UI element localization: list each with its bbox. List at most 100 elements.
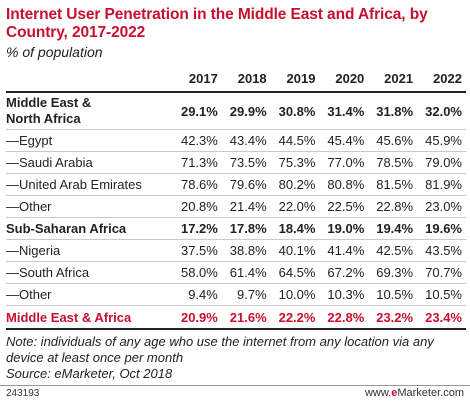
table-body: Middle East & North Africa 29.1% 29.9% 30.8%… <box>6 92 466 330</box>
row-label: —Other <box>6 283 174 306</box>
cell-value: 10.5% <box>368 283 418 306</box>
cell-value: 9.7% <box>221 283 271 306</box>
column-header-2017: 2017 <box>173 65 222 93</box>
cell-value: 78.5% <box>368 151 418 174</box>
cell-value: 23.0% <box>417 195 466 218</box>
brand-link[interactable]: www.eMarketer.com <box>365 387 464 399</box>
column-header-2018: 2018 <box>221 65 271 93</box>
cell-value: 43.4% <box>221 129 271 152</box>
table-row: Sub-Saharan Africa 17.2% 17.8% 18.4% 19.0% 19… <box>6 217 466 240</box>
chart-id: 243193 <box>6 388 40 399</box>
cell-value: 81.9% <box>417 173 466 196</box>
row-label: Middle East & Africa <box>6 305 174 330</box>
column-header-2022: 2022 <box>417 65 466 93</box>
table-row: Middle East & Africa 20.9% 21.6% 22.2% 22.8%… <box>6 305 466 330</box>
cell-value: 23.2% <box>368 305 418 330</box>
cell-value: 20.9% <box>173 305 222 330</box>
cell-value: 41.4% <box>319 239 369 262</box>
row-label: —Saudi Arabia <box>6 151 174 174</box>
row-label: Sub-Saharan Africa <box>6 217 174 240</box>
cell-value: 67.2% <box>319 261 369 284</box>
cell-value: 29.1% <box>173 92 222 130</box>
brand-e: e <box>391 387 398 399</box>
row-label: —South Africa <box>6 261 174 284</box>
cell-value: 22.8% <box>368 195 418 218</box>
table-row: —United Arab Emirates 78.6% 79.6% 80.2% 80.8… <box>6 173 466 196</box>
cell-value: 19.6% <box>417 217 466 240</box>
column-header-2021: 2021 <box>368 65 418 93</box>
row-label: —Egypt <box>6 129 174 152</box>
table-row: —Other 20.8% 21.4% 22.0% 22.5% 22.8% 23.0% <box>6 195 466 218</box>
row-label: —United Arab Emirates <box>6 173 174 196</box>
cell-value: 80.2% <box>270 173 320 196</box>
cell-value: 79.6% <box>221 173 271 196</box>
cell-value: 22.5% <box>319 195 369 218</box>
row-label: Middle East & North Africa <box>6 92 174 130</box>
header-label-cell <box>6 65 174 93</box>
cell-value: 64.5% <box>270 261 320 284</box>
source-line: Source: eMarketer, Oct 2018 <box>6 366 173 381</box>
cell-value: 44.5% <box>270 129 320 152</box>
cell-value: 45.4% <box>319 129 369 152</box>
table-row: —Saudi Arabia 71.3% 73.5% 75.3% 77.0% 78.5% 79… <box>6 151 466 174</box>
cell-value: 22.8% <box>319 305 369 330</box>
cell-value: 10.3% <box>319 283 369 306</box>
cell-value: 61.4% <box>221 261 271 284</box>
cell-value: 42.3% <box>173 129 222 152</box>
cell-value: 18.4% <box>270 217 320 240</box>
note-line: Note: individuals of any age who use the… <box>6 334 434 365</box>
cell-value: 31.8% <box>368 92 418 130</box>
data-table: 2017 2018 2019 2020 2021 2022 Middle East & No… <box>6 65 466 330</box>
brand-prefix: www. <box>364 387 392 399</box>
chart-subtitle: % of population <box>6 44 103 60</box>
row-label: —Nigeria <box>6 239 174 262</box>
footer: 243193 www.eMarketer.com <box>0 385 470 402</box>
cell-value: 17.8% <box>221 217 271 240</box>
cell-value: 40.1% <box>270 239 320 262</box>
cell-value: 58.0% <box>173 261 222 284</box>
cell-value: 31.4% <box>319 92 369 130</box>
cell-value: 19.0% <box>319 217 369 240</box>
cell-value: 17.2% <box>173 217 222 240</box>
column-header-2019: 2019 <box>270 65 320 93</box>
cell-value: 42.5% <box>368 239 418 262</box>
table-row: —South Africa 58.0% 61.4% 64.5% 67.2% 69.3% 70… <box>6 261 466 284</box>
cell-value: 45.9% <box>417 129 466 152</box>
cell-value: 38.8% <box>221 239 271 262</box>
cell-value: 10.5% <box>417 283 466 306</box>
cell-value: 19.4% <box>368 217 418 240</box>
brand-rest: Marketer.com <box>397 387 464 399</box>
cell-value: 23.4% <box>417 305 466 330</box>
chart-title: Internet User Penetration in the Middle … <box>6 6 428 41</box>
cell-value: 32.0% <box>417 92 466 130</box>
cell-value: 43.5% <box>417 239 466 262</box>
cell-value: 21.6% <box>221 305 271 330</box>
cell-value: 29.9% <box>221 92 271 130</box>
note-text: Note: individuals of any age who use the… <box>6 334 466 382</box>
cell-value: 70.7% <box>417 261 466 284</box>
cell-value: 75.3% <box>270 151 320 174</box>
cell-value: 69.3% <box>368 261 418 284</box>
cell-value: 71.3% <box>173 151 222 174</box>
table-row: —Egypt 42.3% 43.4% 44.5% 45.4% 45.6% 45.9% <box>6 129 466 152</box>
cell-value: 78.6% <box>173 173 222 196</box>
column-header-2020: 2020 <box>319 65 369 93</box>
cell-value: 30.8% <box>270 92 320 130</box>
table-row: —Other 9.4% 9.7% 10.0% 10.3% 10.5% 10.5% <box>6 283 466 306</box>
cell-value: 77.0% <box>319 151 369 174</box>
cell-value: 45.6% <box>368 129 418 152</box>
cell-value: 20.8% <box>173 195 222 218</box>
cell-value: 80.8% <box>319 173 369 196</box>
cell-value: 9.4% <box>173 283 222 306</box>
table-row: Middle East & North Africa 29.1% 29.9% 30.8%… <box>6 92 466 130</box>
row-label: —Other <box>6 195 174 218</box>
header-row: 2017 2018 2019 2020 2021 2022 <box>6 65 466 93</box>
cell-value: 10.0% <box>270 283 320 306</box>
cell-value: 22.0% <box>270 195 320 218</box>
table-row: —Nigeria 37.5% 38.8% 40.1% 41.4% 42.5% 43.5% <box>6 239 466 262</box>
cell-value: 79.0% <box>417 151 466 174</box>
cell-value: 37.5% <box>173 239 222 262</box>
cell-value: 81.5% <box>368 173 418 196</box>
cell-value: 21.4% <box>221 195 271 218</box>
